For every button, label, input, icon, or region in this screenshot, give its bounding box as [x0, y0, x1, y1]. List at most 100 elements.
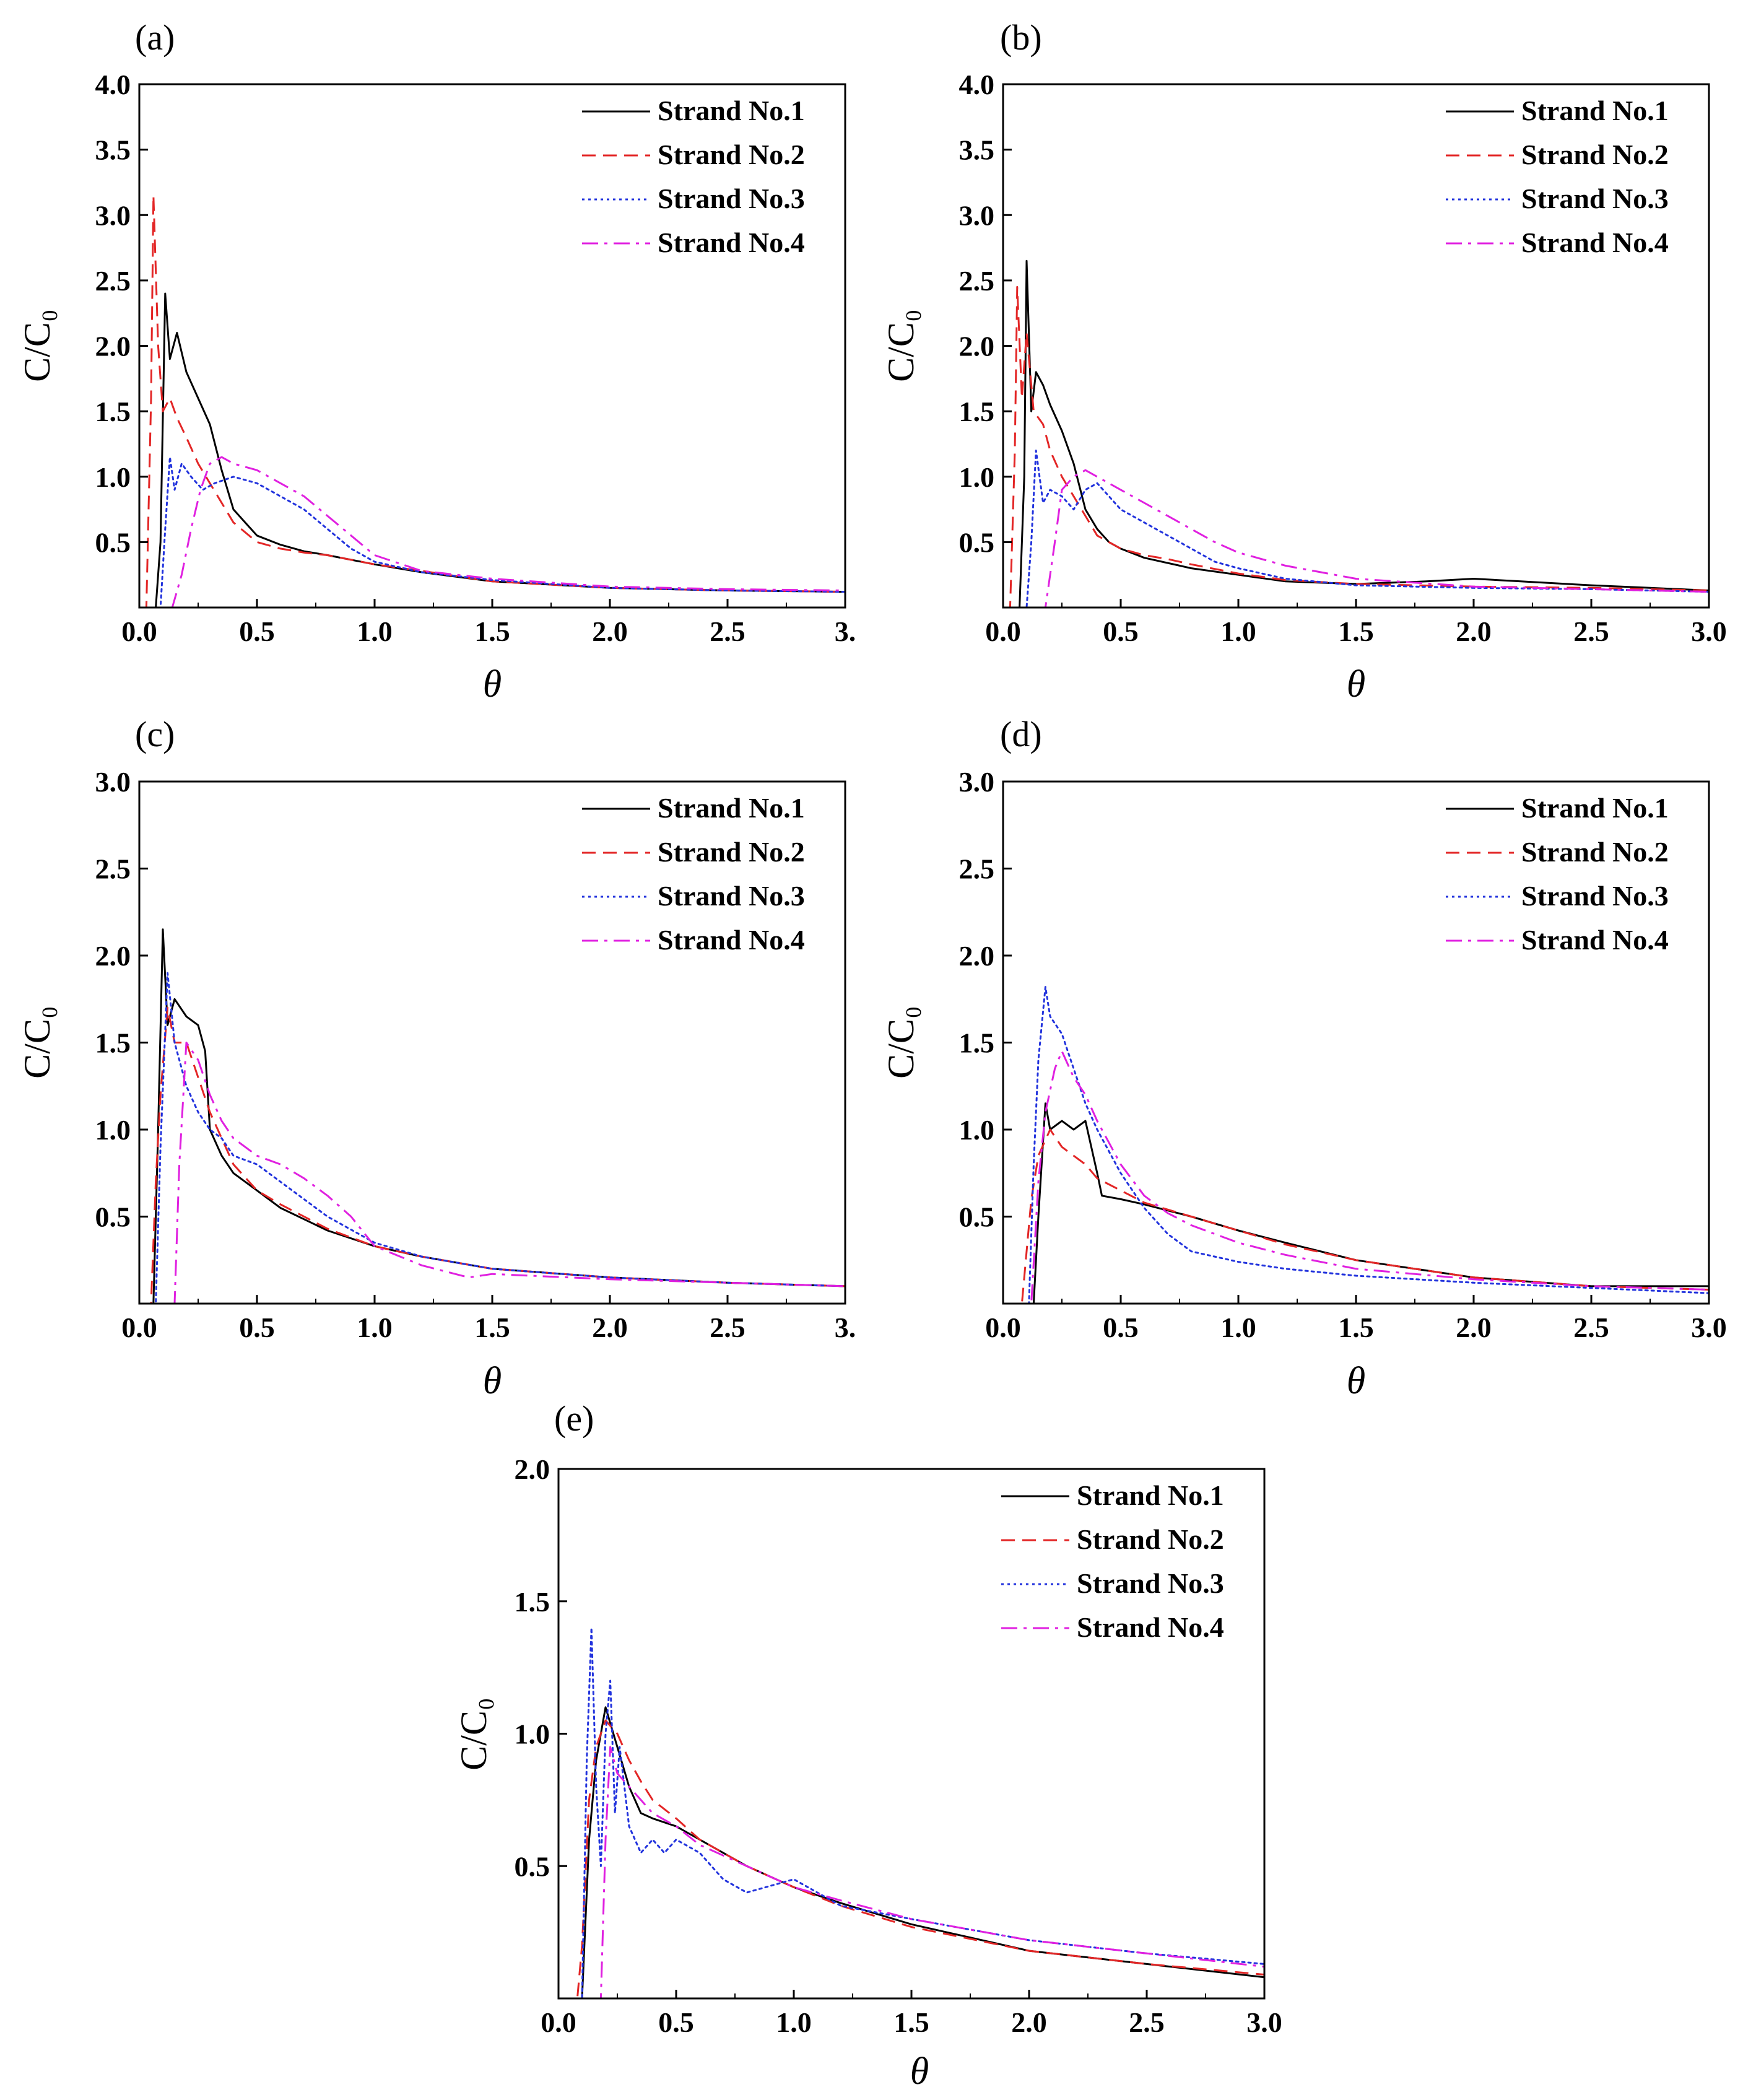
x-tick-label: 0.0: [985, 616, 1021, 647]
x-tick-label: 3.0: [1691, 616, 1727, 647]
series-line-4: [559, 1746, 1264, 1998]
legend-label-2: Strand No.2: [658, 139, 805, 170]
legend: Strand No.1 Strand No.2 Strand No.3 Strand …: [582, 95, 805, 258]
x-axis-title: θ: [1347, 1360, 1365, 1402]
series-line-2: [1003, 285, 1709, 608]
x-tick-label: 1.5: [1338, 1312, 1374, 1343]
series-line-4: [1003, 469, 1709, 608]
x-tick-label: 0.0: [121, 616, 157, 647]
y-tick-label: 1.5: [515, 1586, 550, 1618]
y-tick-label: 1.0: [95, 461, 131, 493]
panel-a: (a) 0.0 0.5 1.0 1.5 2.0 2.5 3. 0.5 1.0 1.5 2.0 2.5 3…: [17, 17, 856, 705]
plot-area: 0.0 0.5 1.0 1.5 2.0 2.5 3.0 0.5 1.0 1.5 2.0 Strand …: [515, 1453, 1282, 2038]
y-tick-label: 1.5: [959, 1027, 995, 1059]
panel-d: (d) 0.0 0.5 1.0 1.5 2.0 2.5 3.0 0.5 1.0 1.5 2.0 2.5…: [880, 714, 1727, 1402]
x-tick-label: 1.5: [893, 2006, 929, 2038]
y-tick-label: 3.5: [95, 134, 131, 166]
series-group: [1003, 986, 1709, 1304]
legend-label-4: Strand No.4: [658, 924, 805, 956]
panel-c: (c) 0.0 0.5 1.0 1.5 2.0 2.5 3. 0.5 1.0 1.5 2.0 2.5 3…: [17, 714, 856, 1402]
x-tick-label: 1.5: [474, 616, 510, 647]
panel-b: (b) 0.0 0.5 1.0 1.5 2.0 2.5 3.0 0.5 1.0 1.5 2.0 2.5…: [880, 17, 1727, 705]
panel-e: (e) 0.0 0.5 1.0 1.5 2.0 2.5 3.0 0.5 1.0 1.5 2.0 Str…: [453, 1398, 1282, 2093]
x-tick-label: 0.5: [239, 616, 275, 647]
legend-label-2: Strand No.2: [1521, 836, 1669, 868]
x-axis-title: θ: [483, 1360, 502, 1402]
x-tick-label: 3.0: [1691, 1312, 1727, 1343]
y-tick-label: 1.5: [959, 396, 995, 427]
x-tick-label: 2.5: [710, 616, 745, 647]
legend-label-2: Strand No.2: [1521, 139, 1669, 170]
y-tick-label: 0.5: [95, 526, 131, 558]
y-tick-label: 1.0: [95, 1114, 131, 1146]
y-axis-title: C/C₀: [17, 309, 58, 382]
y-tick-label: 1.5: [95, 1027, 131, 1059]
x-tick-label: 2.0: [1456, 1312, 1492, 1343]
legend: Strand No.1 Strand No.2 Strand No.3 Strand …: [1446, 792, 1669, 956]
legend: Strand No.1 Strand No.2 Strand No.3 Strand …: [1001, 1479, 1224, 1643]
legend-label-3: Strand No.3: [658, 183, 805, 214]
y-tick-label: 2.0: [959, 331, 995, 362]
x-tick-label: 3.0: [1246, 2006, 1282, 2038]
series-line-3: [139, 456, 845, 608]
x-tick-label: 2.0: [592, 616, 628, 647]
legend-label-4: Strand No.4: [1077, 1611, 1224, 1643]
panel-label: (d): [1000, 714, 1042, 754]
series-group: [139, 928, 845, 1304]
legend-label-1: Strand No.1: [658, 792, 805, 824]
y-tick-label: 3.0: [95, 199, 131, 231]
y-tick-label: 1.5: [95, 396, 131, 427]
x-tick-label: 0.5: [1103, 616, 1139, 647]
x-tick-label: 1.0: [1220, 1312, 1256, 1343]
y-tick-label: 2.0: [95, 331, 131, 362]
panel-label: (a): [135, 17, 175, 58]
legend-label-3: Strand No.3: [1521, 183, 1669, 214]
series-line-3: [1003, 986, 1709, 1304]
legend-label-4: Strand No.4: [1521, 227, 1669, 258]
series-group: [1003, 259, 1709, 608]
y-tick-label: 1.0: [959, 461, 995, 493]
y-tick-label: 2.0: [95, 940, 131, 972]
legend-label-2: Strand No.2: [658, 836, 805, 868]
plot-area: 0.0 0.5 1.0 1.5 2.0 2.5 3. 0.5 1.0 1.5 2.0 2.5 3.0 St…: [95, 766, 856, 1343]
plot-area: 0.0 0.5 1.0 1.5 2.0 2.5 3.0 0.5 1.0 1.5 2.0 2.5 3.0 3…: [959, 69, 1727, 647]
x-axis-title: θ: [1347, 663, 1365, 705]
x-tick-label: 2.5: [710, 1312, 745, 1343]
plot-area: 0.0 0.5 1.0 1.5 2.0 2.5 3.0 0.5 1.0 1.5 2.0 2.5 3.0 S…: [959, 766, 1727, 1343]
x-tick-label: 3.: [835, 616, 856, 647]
y-tick-label: 2.5: [95, 265, 131, 297]
series-group: [139, 194, 845, 608]
series-line-4: [139, 456, 845, 608]
series-line-3: [559, 1627, 1264, 1998]
y-tick-label: 2.0: [959, 940, 995, 972]
x-tick-label: 1.5: [1338, 616, 1374, 647]
x-tick-label: 2.0: [1456, 616, 1492, 647]
y-axis-title: C/C₀: [880, 1006, 921, 1079]
series-line-4: [139, 1042, 845, 1304]
y-tick-label: 2.5: [959, 853, 995, 885]
legend-label-4: Strand No.4: [1521, 924, 1669, 956]
y-tick-label: 2.5: [959, 265, 995, 297]
x-tick-label: 2.0: [1011, 2006, 1047, 2038]
x-tick-label: 0.5: [658, 2006, 694, 2038]
x-axis-title: θ: [483, 663, 502, 705]
panel-label: (e): [554, 1398, 594, 1439]
x-tick-label: 2.5: [1573, 616, 1609, 647]
y-axis-title: C/C₀: [880, 309, 921, 382]
series-line-4: [1003, 1050, 1709, 1304]
x-tick-label: 1.0: [357, 616, 393, 647]
x-tick-label: 1.0: [776, 2006, 812, 2038]
x-tick-label: 1.0: [1220, 616, 1256, 647]
x-tick-label: 1.0: [357, 1312, 393, 1343]
x-tick-label: 2.5: [1129, 2006, 1165, 2038]
legend-label-3: Strand No.3: [1077, 1567, 1224, 1599]
legend: Strand No.1 Strand No.2 Strand No.3 Strand …: [582, 792, 805, 956]
y-tick-label: 3.0: [959, 766, 995, 798]
y-tick-label: 2.0: [515, 1453, 550, 1485]
plot-area: 0.0 0.5 1.0 1.5 2.0 2.5 3. 0.5 1.0 1.5 2.0 2.5 3.0 3.…: [95, 69, 856, 647]
legend-label-1: Strand No.1: [658, 95, 805, 126]
y-tick-label: 3.5: [959, 134, 995, 166]
legend-label-4: Strand No.4: [658, 227, 805, 258]
y-tick-label: 1.0: [959, 1114, 995, 1146]
